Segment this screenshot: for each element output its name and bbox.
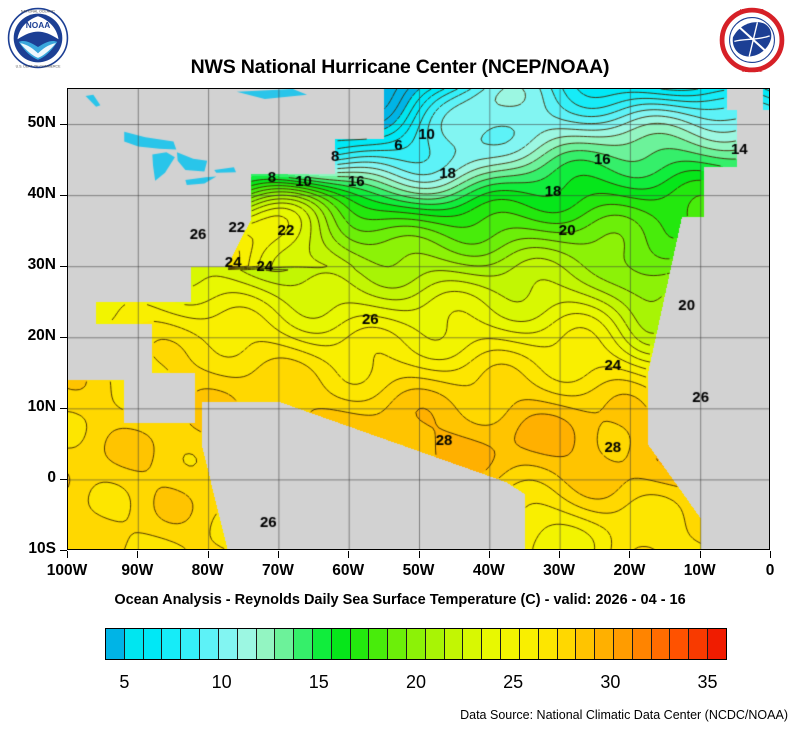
svg-text:U.S. DEPT OF COMMERCE: U.S. DEPT OF COMMERCE bbox=[16, 64, 62, 68]
x-axis-tick bbox=[559, 551, 561, 558]
colorbar-segment bbox=[425, 629, 445, 659]
x-axis-tick bbox=[348, 551, 350, 558]
colorbar-segment bbox=[200, 629, 219, 659]
colorbar-tick-label: 35 bbox=[697, 672, 718, 692]
sst-map-plot bbox=[67, 88, 770, 550]
colorbar-segment bbox=[162, 629, 182, 659]
colorbar-segment bbox=[237, 629, 257, 659]
y-axis-label: 20N bbox=[27, 326, 56, 344]
colorbar-tick-label: 25 bbox=[503, 672, 524, 692]
x-axis-tick bbox=[699, 551, 701, 558]
colorbar-segment bbox=[444, 629, 464, 659]
colorbar-tick-label: 15 bbox=[308, 672, 329, 692]
colorbar-segment bbox=[331, 629, 351, 659]
colorbar-segment bbox=[124, 629, 144, 659]
x-axis-tick bbox=[418, 551, 420, 558]
y-axis-label: 30N bbox=[27, 255, 56, 273]
colorbar-segment bbox=[350, 629, 370, 659]
colorbar-segment bbox=[576, 629, 596, 659]
svg-text:WEATHER: WEATHER bbox=[740, 8, 764, 14]
y-axis-tick bbox=[60, 550, 67, 551]
x-axis-tick bbox=[137, 551, 139, 558]
colorbar-segment bbox=[218, 629, 238, 659]
colorbar-segment bbox=[181, 629, 201, 659]
y-axis-label: 10N bbox=[27, 397, 56, 415]
colorbar-tick-label: 5 bbox=[119, 672, 130, 692]
data-source-note: Data Source: National Climatic Data Cent… bbox=[460, 708, 788, 722]
colorbar-segment bbox=[501, 629, 520, 659]
y-axis-tick bbox=[60, 336, 67, 338]
x-axis-label: 10W bbox=[683, 562, 716, 579]
colorbar-tick-label: 30 bbox=[600, 672, 621, 692]
x-axis-tick bbox=[770, 551, 771, 558]
x-axis-tick bbox=[207, 551, 209, 558]
colorbar-segment bbox=[689, 629, 708, 659]
colorbar-segment bbox=[708, 629, 726, 659]
nws-logo: WEATHER SERVICE bbox=[719, 7, 785, 74]
x-axis-label: 70W bbox=[261, 562, 294, 579]
y-axis-label: 10S bbox=[28, 540, 56, 557]
colorbar-segment bbox=[256, 629, 276, 659]
colorbar-segment bbox=[294, 629, 313, 659]
colorbar-segment bbox=[651, 629, 671, 659]
colorbar-segment bbox=[106, 629, 125, 659]
y-axis-label: 50N bbox=[27, 113, 56, 131]
x-axis-label: 30W bbox=[543, 562, 576, 579]
y-axis-tick bbox=[60, 194, 67, 196]
x-axis-label: 50W bbox=[402, 562, 435, 579]
chart-subtitle: Ocean Analysis - Reynolds Daily Sea Surf… bbox=[114, 592, 686, 608]
x-axis-label: 90W bbox=[121, 562, 154, 579]
noaa-logo: NOAA NATIONAL OCEANIC U.S. DEPT OF COMME… bbox=[7, 7, 69, 68]
colorbar-segment bbox=[613, 629, 633, 659]
x-axis-tick bbox=[67, 551, 68, 558]
y-axis-tick bbox=[60, 265, 67, 267]
y-axis-tick bbox=[60, 123, 67, 125]
colorbar-tick-label: 10 bbox=[211, 672, 232, 692]
colorbar-segment bbox=[632, 629, 652, 659]
svg-text:NATIONAL OCEANIC: NATIONAL OCEANIC bbox=[21, 9, 56, 13]
svg-text:SERVICE: SERVICE bbox=[742, 68, 763, 74]
colorbar-segment bbox=[275, 629, 295, 659]
colorbar-segment bbox=[670, 629, 690, 659]
y-axis-tick bbox=[60, 407, 67, 409]
colorbar-segment bbox=[143, 629, 163, 659]
colorbar-tick-label: 20 bbox=[405, 672, 427, 692]
y-axis-tick bbox=[60, 478, 67, 480]
x-axis-label: 20W bbox=[613, 562, 646, 579]
colorbar-segment bbox=[538, 629, 558, 659]
page-title: NWS National Hurricane Center (NCEP/NOAA… bbox=[190, 56, 610, 78]
colorbar-segment bbox=[463, 629, 483, 659]
x-axis-label: 40W bbox=[472, 562, 505, 579]
colorbar-segment bbox=[482, 629, 502, 659]
y-axis-label: 0 bbox=[47, 468, 56, 486]
svg-text:NOAA: NOAA bbox=[26, 20, 50, 30]
x-axis-label: 100W bbox=[46, 562, 88, 579]
x-axis-tick bbox=[629, 551, 631, 558]
sst-heatmap-canvas bbox=[68, 89, 769, 549]
y-axis-label: 40N bbox=[27, 184, 56, 202]
colorbar-segment bbox=[407, 629, 426, 659]
colorbar bbox=[105, 628, 727, 660]
x-axis-tick bbox=[277, 551, 279, 558]
colorbar-segment bbox=[388, 629, 407, 659]
colorbar-segment bbox=[595, 629, 614, 659]
colorbar-segment bbox=[557, 629, 577, 659]
x-axis-label: 80W bbox=[191, 562, 224, 579]
colorbar-segment bbox=[312, 629, 332, 659]
colorbar-segment bbox=[519, 629, 539, 659]
colorbar-segment bbox=[369, 629, 389, 659]
x-axis-label: 60W bbox=[332, 562, 365, 579]
x-axis-label: 0 bbox=[765, 562, 775, 579]
x-axis-tick bbox=[488, 551, 490, 558]
